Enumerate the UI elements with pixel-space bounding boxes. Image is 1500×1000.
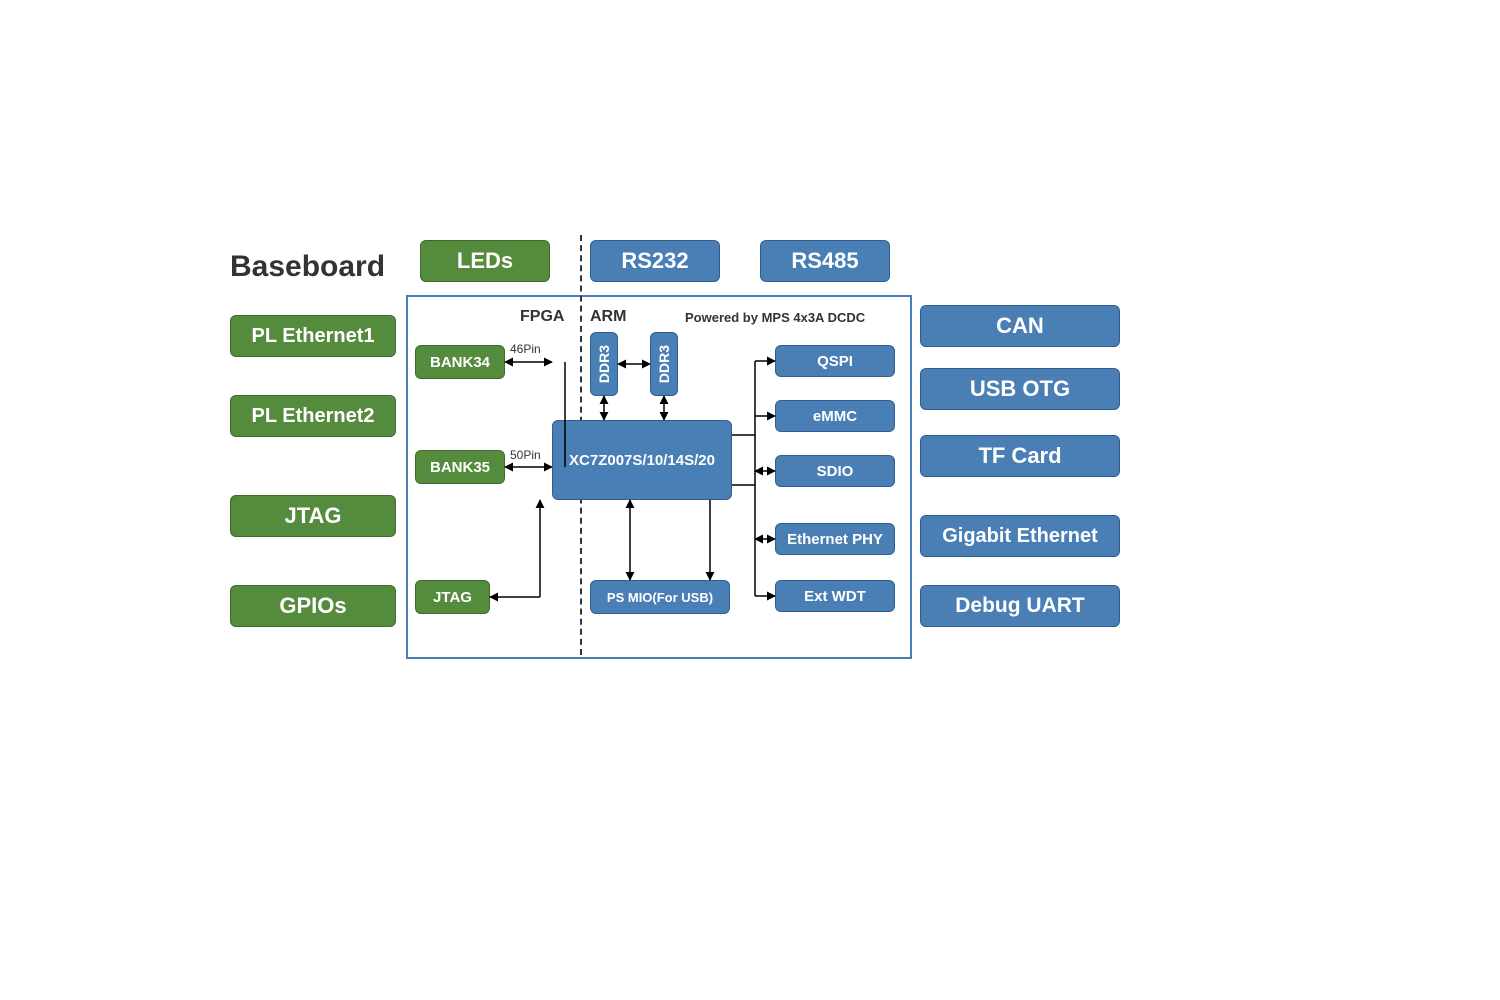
extwdt-block: Ext WDT xyxy=(775,580,895,612)
pl-ethernet1-block: PL Ethernet1 xyxy=(230,315,396,357)
tfcard-block: TF Card xyxy=(920,435,1120,477)
pl-ethernet2-block: PL Ethernet2 xyxy=(230,395,396,437)
bank35-block: BANK35 xyxy=(415,450,505,484)
leds-block: LEDs xyxy=(420,240,550,282)
sdio-block: SDIO xyxy=(775,455,895,487)
pin50-label: 50Pin xyxy=(510,448,541,462)
ethphy-block: Ethernet PHY xyxy=(775,523,895,555)
bank34-block: BANK34 xyxy=(415,345,505,379)
arm-label: ARM xyxy=(590,308,626,326)
ddr3-b-label: DDR3 xyxy=(656,345,672,383)
dbguart-block: Debug UART xyxy=(920,585,1120,627)
baseboard-title: Baseboard xyxy=(230,250,385,284)
pin46-label: 46Pin xyxy=(510,342,541,356)
qspi-block: QSPI xyxy=(775,345,895,377)
gpios-block: GPIOs xyxy=(230,585,396,627)
ddr3-a-label: DDR3 xyxy=(596,345,612,383)
fpga-label: FPGA xyxy=(520,308,564,326)
jtag-inner-block: JTAG xyxy=(415,580,490,614)
jtag-left-block: JTAG xyxy=(230,495,396,537)
rs232-block: RS232 xyxy=(590,240,720,282)
gige-block: Gigabit Ethernet xyxy=(920,515,1120,557)
emmc-block: eMMC xyxy=(775,400,895,432)
ddr3-a-block: DDR3 xyxy=(590,332,618,396)
can-block: CAN xyxy=(920,305,1120,347)
power-label: Powered by MPS 4x3A DCDC xyxy=(685,310,865,325)
ddr3-b-block: DDR3 xyxy=(650,332,678,396)
chip-block: XC7Z007S/10/14S/20 xyxy=(552,420,732,500)
rs485-block: RS485 xyxy=(760,240,890,282)
psmio-block: PS MIO(For USB) xyxy=(590,580,730,614)
usbotg-block: USB OTG xyxy=(920,368,1120,410)
block-diagram: Baseboard FPGA ARM Powered by MPS 4x3A D… xyxy=(230,240,1270,690)
